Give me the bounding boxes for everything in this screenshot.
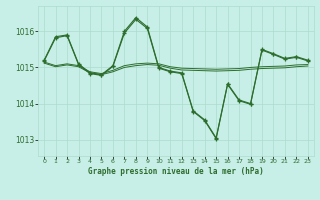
X-axis label: Graphe pression niveau de la mer (hPa): Graphe pression niveau de la mer (hPa) (88, 167, 264, 176)
